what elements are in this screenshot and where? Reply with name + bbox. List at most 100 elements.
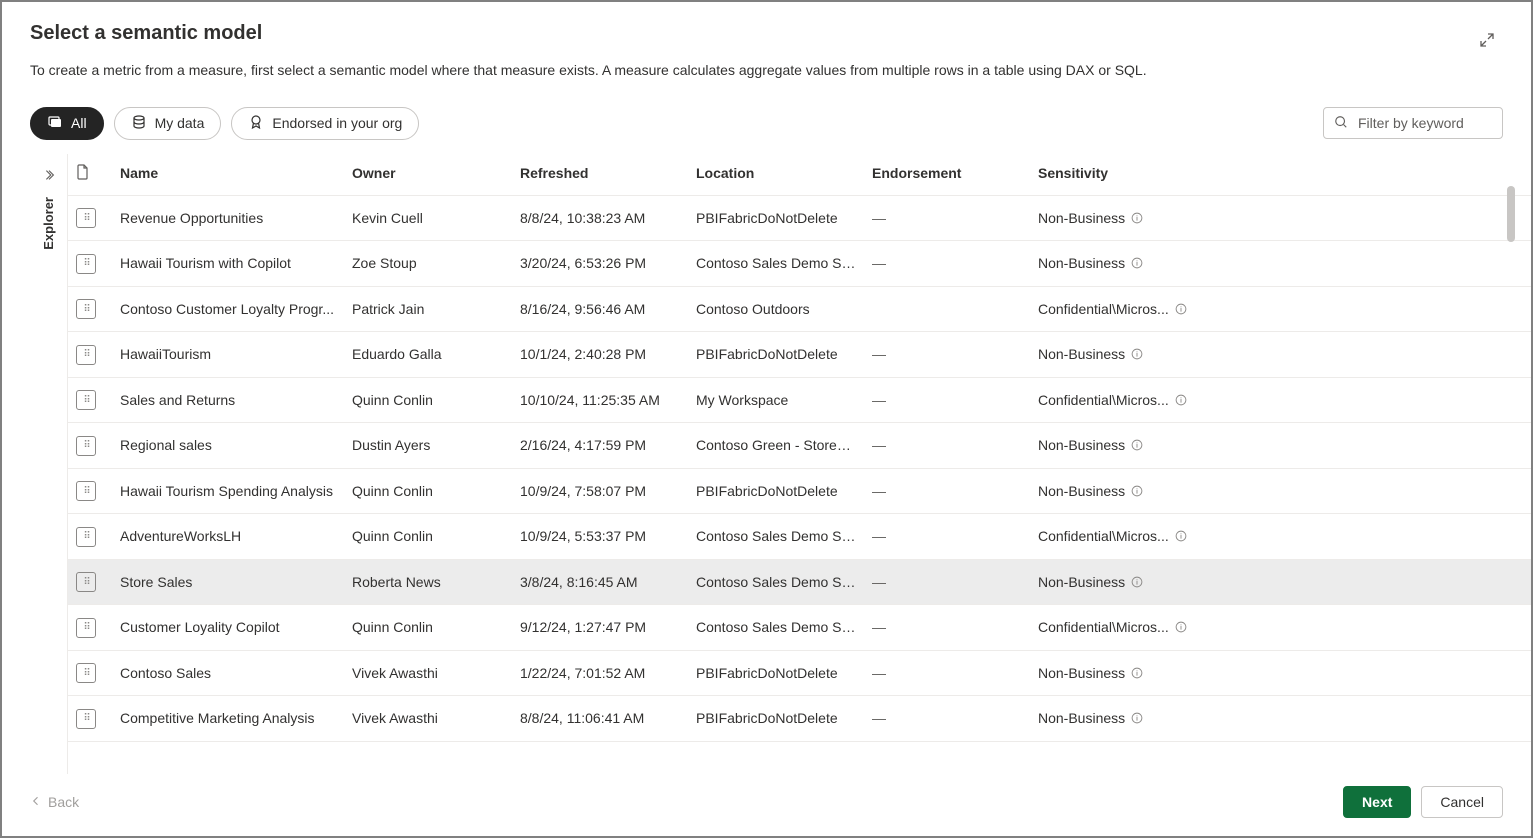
search-input[interactable] bbox=[1356, 114, 1492, 132]
filter-mydata-label: My data bbox=[155, 115, 205, 131]
cell-owner: Zoe Stoup bbox=[344, 241, 512, 287]
cell-endorsement: — bbox=[864, 514, 1030, 560]
dialog-description: To create a metric from a measure, first… bbox=[30, 61, 1503, 81]
cell-owner: Quinn Conlin bbox=[344, 514, 512, 560]
cell-name: Hawaii Tourism Spending Analysis bbox=[112, 468, 344, 514]
filter-mydata-pill[interactable]: My data bbox=[114, 107, 222, 140]
table-row[interactable]: ⠿Hawaii Tourism with CopilotZoe Stoup3/2… bbox=[68, 241, 1531, 287]
semantic-model-icon: ⠿ bbox=[76, 572, 96, 592]
cell-sensitivity: Non-Business bbox=[1030, 559, 1483, 605]
info-icon bbox=[1131, 212, 1143, 224]
table-row[interactable]: ⠿Customer Loyality CopilotQuinn Conlin9/… bbox=[68, 605, 1531, 651]
cell-sensitivity: Non-Business bbox=[1030, 332, 1483, 378]
cell-endorsement: — bbox=[864, 650, 1030, 696]
table-header-row: Name Owner Refreshed Location Endorsemen… bbox=[68, 154, 1531, 196]
cell-location: PBIFabricDoNotDelete bbox=[688, 332, 864, 378]
cell-location: Contoso Sales Demo Sp... bbox=[688, 605, 864, 651]
models-table: Name Owner Refreshed Location Endorsemen… bbox=[68, 154, 1531, 742]
filter-row: All My data Endorsed in your org bbox=[2, 107, 1531, 154]
cell-refreshed: 3/8/24, 8:16:45 AM bbox=[512, 559, 688, 605]
table-row[interactable]: ⠿Contoso Customer Loyalty Progr...Patric… bbox=[68, 286, 1531, 332]
cell-location: Contoso Sales Demo Sp... bbox=[688, 241, 864, 287]
cell-owner: Vivek Awasthi bbox=[344, 650, 512, 696]
cell-location: Contoso Sales Demo Sp... bbox=[688, 559, 864, 605]
data-icon bbox=[131, 114, 147, 133]
cell-location: PBIFabricDoNotDelete bbox=[688, 195, 864, 241]
cell-owner: Vivek Awasthi bbox=[344, 696, 512, 742]
info-icon bbox=[1175, 303, 1187, 315]
cell-name: Revenue Opportunities bbox=[112, 195, 344, 241]
table-row[interactable]: ⠿Revenue OpportunitiesKevin Cuell8/8/24,… bbox=[68, 195, 1531, 241]
cell-sensitivity: Non-Business bbox=[1030, 468, 1483, 514]
cell-endorsement: — bbox=[864, 605, 1030, 651]
col-refreshed-header[interactable]: Refreshed bbox=[512, 154, 688, 196]
col-endorsement-header[interactable]: Endorsement bbox=[864, 154, 1030, 196]
cell-refreshed: 9/12/24, 1:27:47 PM bbox=[512, 605, 688, 651]
cell-endorsement: — bbox=[864, 423, 1030, 469]
cell-refreshed: 10/9/24, 7:58:07 PM bbox=[512, 468, 688, 514]
info-icon bbox=[1131, 712, 1143, 724]
semantic-model-icon: ⠿ bbox=[76, 390, 96, 410]
table-body: ⠿Revenue OpportunitiesKevin Cuell8/8/24,… bbox=[68, 195, 1531, 741]
table-row[interactable]: ⠿AdventureWorksLHQuinn Conlin10/9/24, 5:… bbox=[68, 514, 1531, 560]
cell-location: PBIFabricDoNotDelete bbox=[688, 696, 864, 742]
col-owner-header[interactable]: Owner bbox=[344, 154, 512, 196]
cell-refreshed: 8/8/24, 10:38:23 AM bbox=[512, 195, 688, 241]
info-icon bbox=[1131, 257, 1143, 269]
col-name-header[interactable]: Name bbox=[112, 154, 344, 196]
cell-endorsement: — bbox=[864, 468, 1030, 514]
cell-location: PBIFabricDoNotDelete bbox=[688, 468, 864, 514]
cell-refreshed: 10/1/24, 2:40:28 PM bbox=[512, 332, 688, 378]
document-icon bbox=[76, 164, 90, 180]
semantic-model-icon: ⠿ bbox=[76, 345, 96, 365]
table-row[interactable]: ⠿Contoso SalesVivek Awasthi1/22/24, 7:01… bbox=[68, 650, 1531, 696]
table-row[interactable]: ⠿Hawaii Tourism Spending AnalysisQuinn C… bbox=[68, 468, 1531, 514]
semantic-model-icon: ⠿ bbox=[76, 208, 96, 228]
cell-owner: Quinn Conlin bbox=[344, 605, 512, 651]
col-icon-header[interactable] bbox=[68, 154, 112, 196]
cell-location: Contoso Green - Stores ... bbox=[688, 423, 864, 469]
table-row[interactable]: ⠿ Store SalesRoberta News3/8/24, 8:16:45 … bbox=[68, 559, 1531, 605]
col-sensitivity-header[interactable]: Sensitivity bbox=[1030, 154, 1483, 196]
back-link[interactable]: Back bbox=[30, 794, 79, 810]
info-icon bbox=[1131, 485, 1143, 497]
dialog-footer: Back Next Cancel bbox=[2, 774, 1531, 836]
col-location-header[interactable]: Location bbox=[688, 154, 864, 196]
info-icon bbox=[1175, 621, 1187, 633]
cell-endorsement: — bbox=[864, 377, 1030, 423]
semantic-model-icon: ⠿ bbox=[76, 527, 96, 547]
scrollbar-thumb[interactable] bbox=[1507, 186, 1515, 242]
cell-owner: Quinn Conlin bbox=[344, 377, 512, 423]
chevron-right-icon[interactable] bbox=[42, 168, 56, 185]
info-icon bbox=[1131, 576, 1143, 588]
cell-location: My Workspace bbox=[688, 377, 864, 423]
table-row[interactable]: ⠿Regional salesDustin Ayers2/16/24, 4:17… bbox=[68, 423, 1531, 469]
cell-refreshed: 2/16/24, 4:17:59 PM bbox=[512, 423, 688, 469]
next-button[interactable]: Next bbox=[1343, 786, 1411, 818]
cell-name: Competitive Marketing Analysis bbox=[112, 696, 344, 742]
cell-owner: Patrick Jain bbox=[344, 286, 512, 332]
cell-endorsement: — bbox=[864, 559, 1030, 605]
search-box[interactable] bbox=[1323, 107, 1503, 139]
cell-name: Contoso Customer Loyalty Progr... bbox=[112, 286, 344, 332]
cell-endorsement: — bbox=[864, 241, 1030, 287]
filter-all-pill[interactable]: All bbox=[30, 107, 104, 140]
dialog: Select a semantic model To create a metr… bbox=[0, 0, 1533, 838]
table-row[interactable]: ⠿Sales and ReturnsQuinn Conlin10/10/24, … bbox=[68, 377, 1531, 423]
cell-owner: Quinn Conlin bbox=[344, 468, 512, 514]
table-row[interactable]: ⠿HawaiiTourismEduardo Galla10/1/24, 2:40… bbox=[68, 332, 1531, 378]
expand-icon[interactable] bbox=[1479, 32, 1495, 51]
cell-location: Contoso Outdoors bbox=[688, 286, 864, 332]
table-row[interactable]: ⠿Competitive Marketing AnalysisVivek Awa… bbox=[68, 696, 1531, 742]
cell-endorsement bbox=[864, 286, 1030, 332]
cell-refreshed: 1/22/24, 7:01:52 AM bbox=[512, 650, 688, 696]
filter-endorsed-pill[interactable]: Endorsed in your org bbox=[231, 107, 419, 140]
back-label: Back bbox=[48, 794, 79, 810]
ribbon-icon bbox=[248, 114, 264, 133]
cell-name: Store Sales bbox=[112, 559, 344, 605]
cell-name: AdventureWorksLH bbox=[112, 514, 344, 560]
cell-owner: Roberta News bbox=[344, 559, 512, 605]
cell-name: Hawaii Tourism with Copilot bbox=[112, 241, 344, 287]
cell-refreshed: 8/16/24, 9:56:46 AM bbox=[512, 286, 688, 332]
cancel-button[interactable]: Cancel bbox=[1421, 786, 1503, 818]
